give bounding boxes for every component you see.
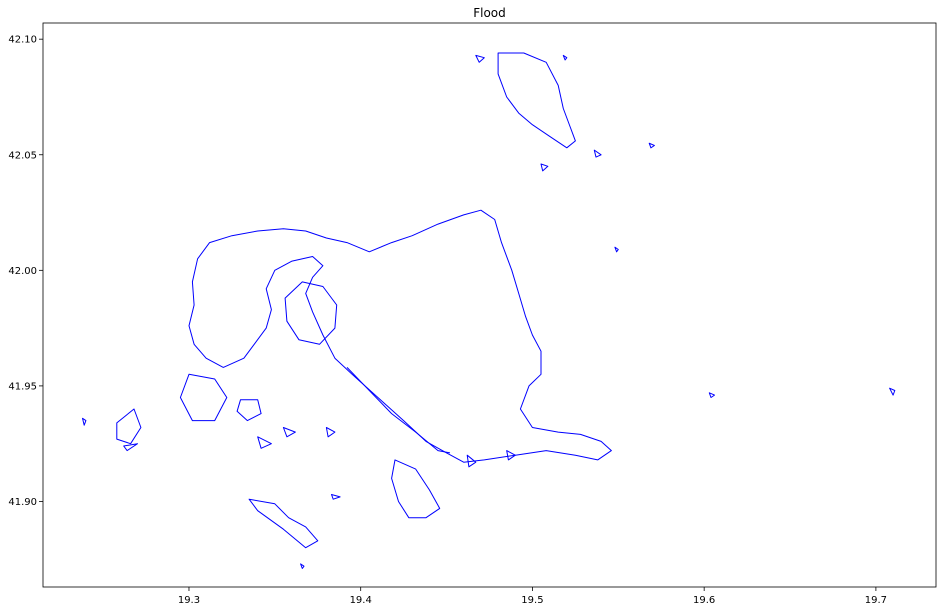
north-patch xyxy=(497,52,576,149)
inner-hole-ring xyxy=(284,281,338,345)
y-tick-label: 42.10 xyxy=(8,35,37,46)
south-islet-5 xyxy=(325,427,336,438)
flood-shapes xyxy=(82,52,896,569)
x-axis: 19.3 19.4 19.5 19.6 19.7 xyxy=(178,587,887,606)
x-tick-label: 19.6 xyxy=(693,595,715,606)
y-tick-label: 41.90 xyxy=(8,497,37,508)
south-islet-2 xyxy=(331,494,341,500)
coast-line xyxy=(346,367,451,454)
y-tick-label: 42.00 xyxy=(8,266,37,277)
east-islet-4 xyxy=(648,142,655,149)
east-islet-5 xyxy=(708,392,715,398)
west-islet-1 xyxy=(82,417,87,426)
south-islet-6 xyxy=(466,454,477,468)
x-tick-label: 19.7 xyxy=(865,595,887,606)
north-islet-2 xyxy=(562,54,568,61)
west-small-patch xyxy=(236,399,262,422)
south-islet-3 xyxy=(257,436,272,449)
y-tick-label: 41.95 xyxy=(8,381,37,392)
main-flood-area xyxy=(188,209,612,463)
east-islet-1 xyxy=(889,387,896,396)
lower-southwest-patch xyxy=(248,498,319,549)
x-tick-label: 19.4 xyxy=(350,595,372,606)
north-islet-1 xyxy=(475,54,485,63)
x-tick-label: 19.5 xyxy=(521,595,543,606)
south-islet-4 xyxy=(282,427,296,438)
east-islet-2 xyxy=(614,246,619,253)
south-islet-1 xyxy=(300,563,305,569)
southwest-islet-1 xyxy=(123,443,138,452)
axes-frame xyxy=(42,22,937,588)
x-tick-label: 19.3 xyxy=(178,595,200,606)
far-west-patch xyxy=(116,408,142,445)
south-islet-7 xyxy=(506,450,516,461)
y-axis: 41.90 41.95 42.00 42.05 42.10 xyxy=(8,35,43,508)
east-islet-3 xyxy=(593,149,602,158)
y-tick-label: 42.05 xyxy=(8,150,37,161)
north-islet-3 xyxy=(540,163,549,172)
map-title: Flood xyxy=(473,6,506,20)
southwest-patch xyxy=(179,373,228,422)
south-patch xyxy=(391,459,441,519)
